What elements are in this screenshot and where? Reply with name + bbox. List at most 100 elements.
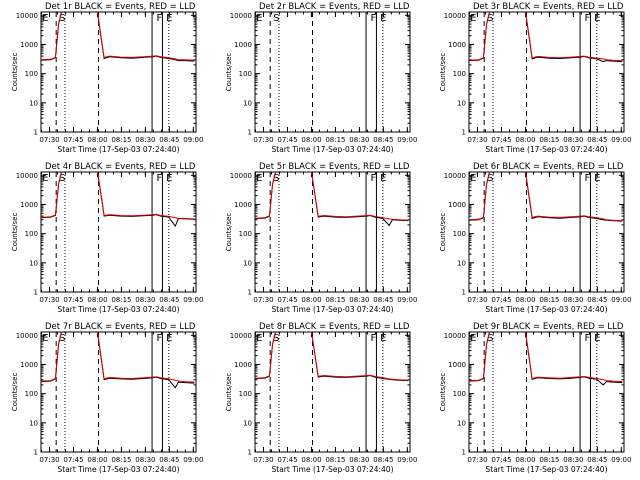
phase-marker-E: E <box>380 333 386 344</box>
phase-marker-E: E <box>594 333 600 344</box>
phase-marker-E: E <box>42 173 48 184</box>
phase-marker-E: E <box>42 13 48 24</box>
y-axis-label: Counts/sec <box>11 213 19 252</box>
y-tick-label: 100 <box>239 230 252 238</box>
x-tick-label: 08:00 <box>87 296 107 304</box>
phase-marker-F: F <box>371 13 377 24</box>
y-axis-label: Counts/sec <box>439 213 447 252</box>
x-tick-label: 08:45 <box>587 136 607 144</box>
x-axis-label: Start Time (17-Sep-03 07:24:40) <box>486 465 608 474</box>
y-tick-label: 1000 <box>20 361 38 369</box>
x-tick-label: 08:45 <box>587 456 607 464</box>
y-tick-label: 1000 <box>234 201 252 209</box>
y-tick-label: 1 <box>462 289 466 297</box>
y-tick-label: 10000 <box>16 12 38 20</box>
x-tick-label: 08:15 <box>111 456 131 464</box>
phase-marker-S: S <box>59 333 65 344</box>
y-tick-label: 10 <box>457 419 466 427</box>
x-tick-label: 09:00 <box>611 136 631 144</box>
phase-marker-F: F <box>157 333 163 344</box>
y-tick-label: 1 <box>462 449 466 457</box>
x-tick-label: 07:45 <box>491 136 511 144</box>
x-tick-label: 07:45 <box>63 296 83 304</box>
phase-marker-S: S <box>487 173 493 184</box>
phase-marker-S: S <box>273 13 279 24</box>
y-tick-label: 1000 <box>20 41 38 49</box>
y-tick-label: 10 <box>457 259 466 267</box>
x-tick-label: 08:15 <box>539 136 559 144</box>
x-axis-label: Start Time (17-Sep-03 07:24:40) <box>486 305 608 314</box>
panel-title: Det 2r BLACK = Events, RED = LLD <box>259 2 410 12</box>
panel-title: Det 7r BLACK = Events, RED = LLD <box>45 322 196 332</box>
y-tick-label: 100 <box>25 390 38 398</box>
y-tick-label: 10000 <box>230 172 252 180</box>
y-axis-label: Counts/sec <box>11 53 19 92</box>
panel-det-4: Det 4r BLACK = Events, RED = LLD 1 10 100 10… <box>11 162 203 314</box>
series-lld-line <box>41 12 195 61</box>
y-axis-label: Counts/sec <box>225 373 233 412</box>
x-tick-label: 08:00 <box>301 456 321 464</box>
x-tick-label: 08:30 <box>563 296 583 304</box>
x-axis-label: Start Time (17-Sep-03 07:24:40) <box>272 305 394 314</box>
x-tick-label: 08:00 <box>515 456 535 464</box>
phase-marker-E: E <box>594 173 600 184</box>
y-tick-label: 1 <box>248 449 252 457</box>
y-tick-label: 10000 <box>230 12 252 20</box>
x-tick-label: 07:45 <box>63 456 83 464</box>
phase-marker-F: F <box>157 173 163 184</box>
x-tick-label: 08:15 <box>325 456 345 464</box>
phase-marker-F: F <box>371 333 377 344</box>
y-tick-label: 100 <box>453 70 466 78</box>
x-tick-label: 09:00 <box>611 296 631 304</box>
y-tick-label: 100 <box>239 70 252 78</box>
phase-marker-F: F <box>371 173 377 184</box>
y-tick-label: 100 <box>453 390 466 398</box>
y-tick-label: 10000 <box>16 332 38 340</box>
x-tick-label: 08:15 <box>325 136 345 144</box>
x-tick-label: 08:45 <box>373 136 393 144</box>
series-lld-line <box>255 172 409 221</box>
phase-marker-S: S <box>273 173 279 184</box>
phase-marker-F: F <box>585 333 591 344</box>
plot-frame <box>254 11 411 133</box>
series-lld-line <box>255 332 409 381</box>
y-tick-label: 100 <box>453 230 466 238</box>
x-tick-label: 08:30 <box>135 136 155 144</box>
x-tick-label: 09:00 <box>183 136 203 144</box>
phase-marker-S: S <box>273 333 279 344</box>
y-axis-label: Counts/sec <box>439 373 447 412</box>
y-tick-label: 1000 <box>448 41 466 49</box>
plot-frame <box>254 331 411 453</box>
phase-marker-E: E <box>166 333 172 344</box>
phase-marker-E: E <box>380 13 386 24</box>
series-lld-line <box>469 172 623 222</box>
panel-title: Det 6r BLACK = Events, RED = LLD <box>473 162 624 172</box>
x-tick-label: 07:45 <box>491 296 511 304</box>
series-lld-line <box>41 332 195 383</box>
x-tick-label: 08:00 <box>301 136 321 144</box>
x-tick-label: 08:15 <box>539 296 559 304</box>
phase-marker-E: E <box>166 173 172 184</box>
panel-det-2: Det 2r BLACK = Events, RED = LLD 1 10 100 10… <box>225 2 417 154</box>
y-tick-label: 10 <box>243 99 252 107</box>
x-tick-label: 08:30 <box>135 456 155 464</box>
x-tick-label: 09:00 <box>397 456 417 464</box>
plot-frame <box>468 11 625 133</box>
x-tick-label: 09:00 <box>397 296 417 304</box>
y-tick-label: 1000 <box>20 201 38 209</box>
panel-title: Det 9r BLACK = Events, RED = LLD <box>473 322 624 332</box>
panel-title: Det 5r BLACK = Events, RED = LLD <box>259 162 410 172</box>
y-tick-label: 1000 <box>448 361 466 369</box>
x-tick-label: 08:00 <box>87 456 107 464</box>
panel-title: Det 1r BLACK = Events, RED = LLD <box>45 2 196 12</box>
phase-marker-E: E <box>470 333 476 344</box>
x-tick-label: 08:15 <box>111 136 131 144</box>
phase-marker-S: S <box>59 173 65 184</box>
x-tick-label: 08:45 <box>159 456 179 464</box>
x-tick-label: 08:30 <box>563 136 583 144</box>
panel-det-6: Det 6r BLACK = Events, RED = LLD 1 10 100 10… <box>439 162 631 314</box>
x-axis-label: Start Time (17-Sep-03 07:24:40) <box>58 145 180 154</box>
series-lld-line <box>41 172 195 220</box>
x-tick-label: 08:30 <box>349 456 369 464</box>
x-tick-label: 07:45 <box>63 136 83 144</box>
